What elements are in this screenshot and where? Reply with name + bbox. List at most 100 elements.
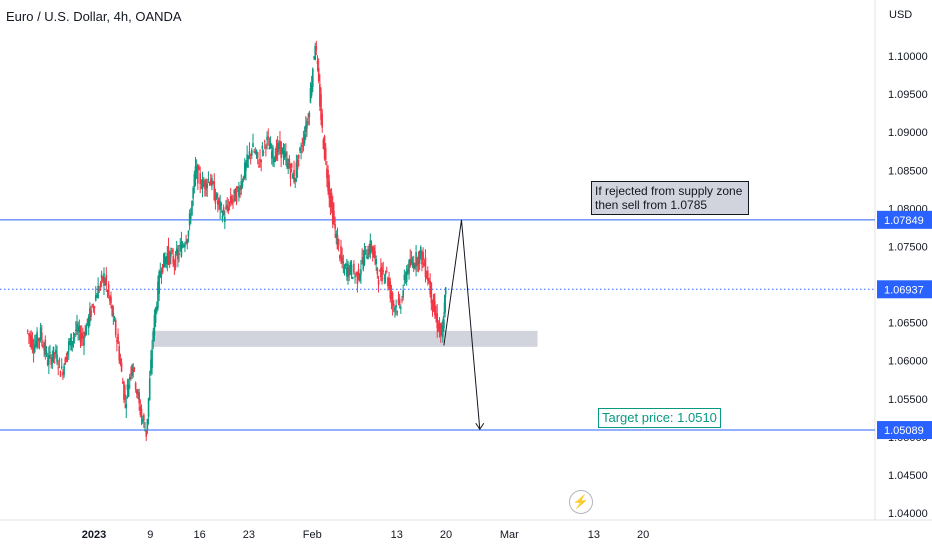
- candle-body: [425, 275, 428, 278]
- candle-body: [285, 152, 287, 157]
- candle-body: [401, 299, 403, 301]
- candle-body: [301, 145, 304, 147]
- candle-body: [304, 125, 307, 133]
- y-tick-label: 1.04500: [888, 470, 928, 482]
- candle-body: [31, 337, 34, 349]
- target-price-note[interactable]: Target price: 1.0510: [598, 408, 721, 428]
- candle-body: [238, 187, 240, 197]
- candle-body: [214, 194, 217, 204]
- candle-body: [322, 139, 325, 149]
- candle-body: [432, 294, 435, 312]
- candle-body: [348, 267, 350, 276]
- candle-body: [58, 359, 61, 361]
- candle-body: [302, 138, 305, 144]
- candle-body: [56, 354, 58, 363]
- x-tick-label: 13: [391, 529, 403, 541]
- candle-body: [59, 371, 62, 377]
- candle-body: [207, 178, 210, 180]
- currency-label: USD: [889, 9, 913, 21]
- candle-body: [358, 274, 361, 281]
- candle-body: [97, 285, 99, 299]
- candle-body: [331, 203, 334, 225]
- candle-body: [395, 305, 397, 308]
- candle-body: [170, 253, 172, 257]
- candle-body: [43, 348, 45, 351]
- candle-body: [193, 174, 196, 187]
- projection-arrowhead: [475, 422, 485, 431]
- candle-body: [387, 277, 389, 286]
- y-tick-label: 1.09000: [888, 127, 928, 139]
- candle-body: [296, 159, 299, 170]
- candle-body: [118, 346, 121, 361]
- candle-body: [369, 240, 372, 255]
- candle-body: [220, 203, 223, 206]
- supply-zone-note[interactable]: If rejected from supply zone then sell f…: [591, 181, 749, 215]
- y-tick-label: 1.10000: [888, 51, 928, 63]
- candle-body: [190, 216, 192, 219]
- candle-body: [179, 244, 182, 246]
- candle-body: [392, 303, 395, 307]
- candle-body: [232, 199, 234, 201]
- candle-body: [408, 260, 410, 274]
- candle-body: [252, 143, 254, 148]
- candle-body: [180, 241, 183, 257]
- candle-body: [177, 250, 179, 260]
- candle-body: [202, 183, 205, 186]
- candle-body: [96, 296, 98, 298]
- candle-body: [111, 305, 113, 316]
- candle-body: [206, 183, 209, 189]
- candle-body: [229, 196, 232, 203]
- candle-body: [30, 335, 33, 348]
- candle-body: [276, 143, 279, 153]
- candle-body: [321, 113, 324, 128]
- price-badge-label: 1.07849: [884, 215, 924, 227]
- candle-body: [187, 231, 190, 237]
- candle-body: [100, 274, 103, 279]
- candle-body: [368, 248, 370, 255]
- candle-body: [77, 329, 79, 332]
- candle-body: [294, 177, 297, 182]
- candle-body: [373, 247, 375, 258]
- candle-body: [51, 357, 54, 362]
- y-tick-label: 1.08500: [888, 165, 928, 177]
- candle-body: [116, 340, 118, 342]
- candle-body: [344, 263, 347, 266]
- x-tick-label: 16: [193, 529, 205, 541]
- lightning-icon[interactable]: ⚡: [569, 490, 593, 514]
- candle-body: [146, 418, 149, 430]
- candle-body: [139, 406, 142, 415]
- candle-body: [181, 244, 184, 247]
- candle-body: [347, 263, 349, 278]
- candle-body: [371, 246, 374, 255]
- candle-body: [84, 331, 86, 336]
- candle-body: [45, 350, 48, 353]
- candle-body: [69, 340, 71, 342]
- candle-body: [194, 166, 197, 180]
- candle-body: [363, 249, 366, 265]
- candle-body: [48, 354, 50, 365]
- candle-body: [134, 382, 137, 390]
- candle-body: [362, 258, 365, 270]
- candle-body: [360, 269, 362, 275]
- candle-body: [353, 263, 355, 273]
- x-tick-label: Mar: [500, 529, 519, 541]
- candle-body: [361, 257, 363, 259]
- y-tick-label: 1.04000: [888, 508, 928, 520]
- candle-body: [73, 334, 76, 336]
- candle-body: [289, 169, 292, 179]
- candle-body: [32, 348, 35, 353]
- candle-body: [288, 158, 291, 169]
- candle-body: [105, 274, 108, 286]
- candle-body: [295, 162, 298, 177]
- candle-body: [269, 142, 272, 149]
- candle-body: [278, 142, 280, 150]
- candle-body: [245, 162, 247, 171]
- supply-demand-zone: [151, 330, 538, 347]
- candle-body: [412, 262, 415, 269]
- candle-body: [53, 352, 56, 355]
- candle-body: [171, 249, 173, 253]
- candle-body: [198, 167, 200, 170]
- candle-body: [52, 346, 55, 360]
- candle-body: [290, 163, 293, 168]
